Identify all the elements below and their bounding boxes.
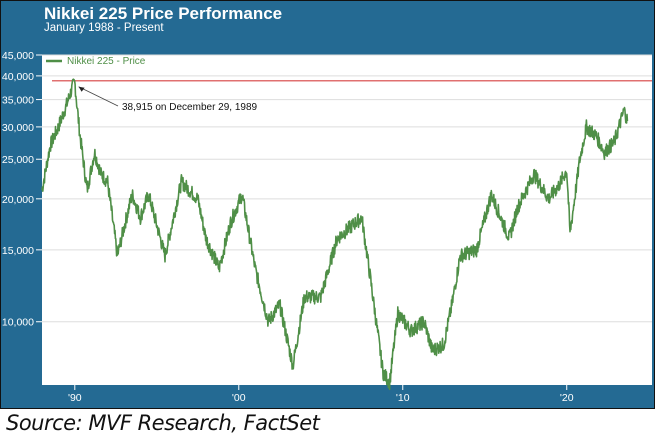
y-tick-label: 20,000: [2, 194, 34, 206]
x-tick-label: '20: [560, 392, 574, 404]
y-tick-label: 45,000: [2, 50, 34, 62]
chart-title: Nikkei 225 Price Performance: [44, 4, 283, 23]
y-tick-label: 30,000: [2, 122, 34, 134]
annotation-text: 38,915 on December 29, 1989: [122, 102, 258, 113]
y-tick-label: 25,000: [2, 154, 34, 166]
y-tick-label: 10,000: [2, 317, 34, 329]
chart-subtitle: January 1988 - Present: [44, 22, 164, 34]
x-tick-label: '10: [396, 392, 410, 404]
annotation-arrowhead: [78, 86, 85, 92]
annotation-arrow: [78, 86, 119, 107]
source-caption: Source: MVF Research, FactSet: [6, 411, 320, 435]
y-tick-label: 35,000: [2, 95, 34, 107]
legend-label: Nikkei 225 - Price: [67, 56, 146, 67]
y-tick-label: 15,000: [2, 245, 34, 257]
chart-svg: 10,000 15,000 20,000 25,000 30,000 35,000 40,0…: [2, 50, 652, 404]
plot-area: [42, 55, 652, 385]
x-tick-label: '90: [68, 392, 82, 404]
x-tick-label: '00: [232, 392, 246, 404]
y-tick-label: 40,000: [2, 71, 34, 83]
series-line-nikkei: [41, 78, 629, 391]
